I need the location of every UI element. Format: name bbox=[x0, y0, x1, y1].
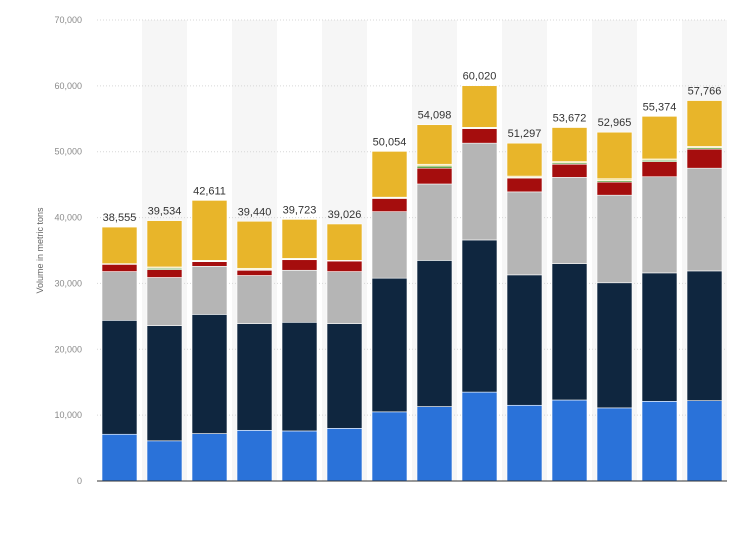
bar-total-label: 39,534 bbox=[148, 206, 182, 218]
bar-segment bbox=[191, 314, 228, 434]
bar-segment bbox=[326, 271, 363, 324]
bar-segment bbox=[326, 323, 363, 429]
y-axis-ticks: 0 10,000 20,000 30,000 40,000 50,000 60,000 70,… bbox=[54, 15, 82, 486]
bar-segment bbox=[506, 177, 543, 193]
bar-segment bbox=[551, 263, 588, 401]
bar-segment bbox=[326, 260, 363, 272]
y-tick-label: 40,000 bbox=[54, 213, 82, 223]
bar-total-label: 39,723 bbox=[283, 204, 317, 216]
bar-segment bbox=[416, 406, 453, 482]
bar-total-label: 51,297 bbox=[508, 128, 542, 140]
bar-segment bbox=[236, 323, 273, 431]
bar-total-label: 55,374 bbox=[643, 101, 677, 113]
bar-segment bbox=[686, 148, 723, 169]
bar-segment bbox=[281, 219, 318, 259]
bar-total-label: 50,054 bbox=[373, 136, 407, 148]
bar-segment bbox=[191, 200, 228, 261]
bar-segment bbox=[191, 433, 228, 482]
bar-segment bbox=[101, 271, 138, 321]
bar-segment bbox=[326, 223, 363, 261]
bar-segment bbox=[326, 428, 363, 482]
bar-segment bbox=[641, 272, 678, 402]
bar-segment bbox=[686, 270, 723, 401]
bar-segment bbox=[461, 391, 498, 482]
bar-segment bbox=[506, 191, 543, 276]
bar-segment bbox=[146, 269, 183, 278]
bar-total-label: 38,555 bbox=[103, 212, 137, 224]
bar-segment bbox=[551, 177, 588, 264]
bar-segment bbox=[506, 274, 543, 406]
bar-segment bbox=[641, 161, 678, 178]
bar-segment bbox=[146, 325, 183, 442]
bar-segment bbox=[551, 127, 588, 162]
bar-segment bbox=[371, 151, 408, 198]
bar-segment bbox=[416, 260, 453, 407]
bar-segment bbox=[641, 401, 678, 482]
bar-total-label: 57,766 bbox=[688, 86, 722, 98]
bar-segment bbox=[236, 220, 273, 269]
bar-segment bbox=[416, 124, 453, 165]
bar-segment bbox=[686, 167, 723, 272]
bar-segment bbox=[101, 226, 138, 264]
y-tick-label: 0 bbox=[77, 476, 82, 486]
bar-segment bbox=[371, 211, 408, 279]
bar-total-label: 53,672 bbox=[553, 113, 587, 125]
bar-segment bbox=[506, 142, 543, 177]
bar-segment bbox=[506, 404, 543, 482]
bar-total-label: 60,020 bbox=[463, 71, 497, 83]
bar-segment bbox=[146, 440, 183, 482]
bar-segment bbox=[686, 100, 723, 147]
bar-segment bbox=[641, 116, 678, 160]
bar-segment bbox=[596, 194, 633, 284]
bar-segment bbox=[596, 131, 633, 180]
bar-segment bbox=[371, 411, 408, 482]
y-tick-label: 10,000 bbox=[54, 410, 82, 420]
bars bbox=[101, 85, 723, 482]
bar-segment bbox=[461, 239, 498, 393]
bar-segment bbox=[596, 407, 633, 482]
bar-segment bbox=[236, 275, 273, 324]
bar-segment bbox=[236, 269, 273, 276]
bar-segment bbox=[101, 320, 138, 435]
bar-segment bbox=[551, 163, 588, 178]
bar-total-label: 52,965 bbox=[598, 117, 632, 129]
bar-segment bbox=[461, 128, 498, 144]
bar-segment bbox=[281, 321, 318, 432]
bar-segment bbox=[281, 259, 318, 271]
bar-segment bbox=[191, 266, 228, 315]
bar-segment bbox=[416, 167, 453, 185]
bar-segment bbox=[281, 430, 318, 482]
bar-total-label: 39,440 bbox=[238, 206, 272, 218]
y-tick-label: 60,000 bbox=[54, 81, 82, 91]
bar-segment bbox=[146, 220, 183, 268]
bar-segment bbox=[101, 433, 138, 482]
bar-segment bbox=[146, 277, 183, 326]
bar-segment bbox=[236, 429, 273, 482]
y-tick-label: 30,000 bbox=[54, 278, 82, 288]
y-tick-label: 70,000 bbox=[54, 15, 82, 25]
bar-total-label: 42,611 bbox=[193, 185, 226, 197]
y-tick-label: 20,000 bbox=[54, 344, 82, 354]
bar-segment bbox=[191, 261, 228, 267]
bar-segment bbox=[416, 183, 453, 261]
bar-segment bbox=[461, 142, 498, 241]
bar-segment bbox=[101, 264, 138, 272]
y-tick-label: 50,000 bbox=[54, 147, 82, 157]
total-labels: 38,555 39,534 42,611 39,440 39,723 39,026 50,0… bbox=[103, 71, 722, 224]
bar-segment bbox=[371, 277, 408, 413]
bar-segment bbox=[551, 399, 588, 482]
bar-segment bbox=[461, 85, 498, 128]
y-axis-title: Volume in metric tons bbox=[35, 207, 45, 294]
bar-segment bbox=[371, 198, 408, 212]
bar-total-label: 39,026 bbox=[328, 209, 362, 221]
bar-total-label: 54,098 bbox=[418, 110, 452, 122]
bar-segment bbox=[596, 181, 633, 196]
bar-segment bbox=[596, 282, 633, 409]
bar-segment bbox=[281, 269, 318, 323]
bar-segment bbox=[641, 176, 678, 274]
bar-segment bbox=[686, 400, 723, 482]
